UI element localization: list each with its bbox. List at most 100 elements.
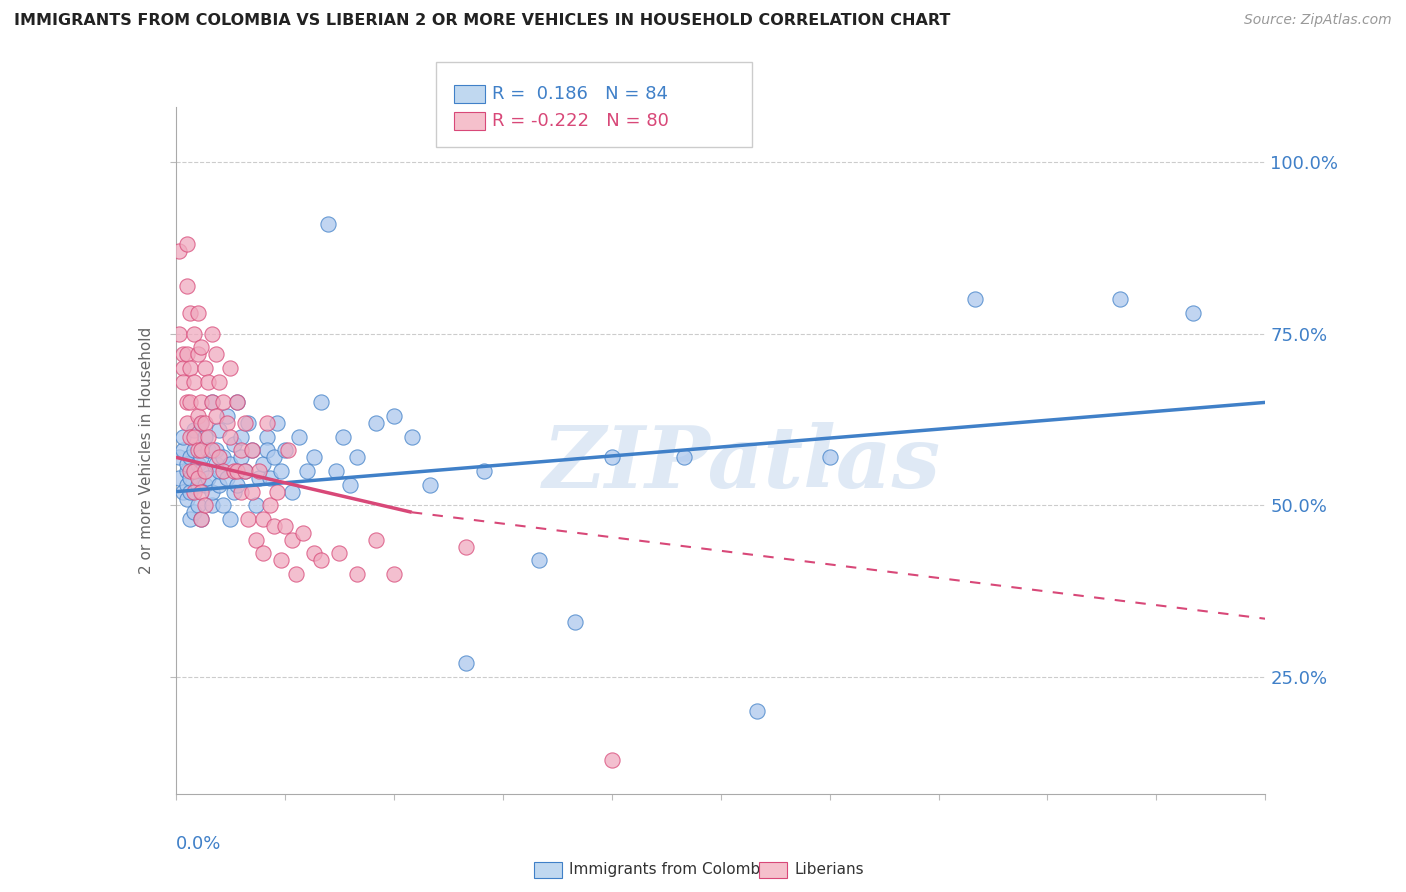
Point <box>318 217 340 231</box>
Point <box>204 457 226 471</box>
Point <box>201 484 224 499</box>
Point <box>169 471 191 485</box>
Point <box>419 478 441 492</box>
Point <box>176 278 198 293</box>
Point <box>194 430 217 444</box>
Point <box>238 512 260 526</box>
Point <box>274 443 297 458</box>
Point <box>176 491 198 506</box>
Point <box>197 430 219 444</box>
Point <box>745 705 768 719</box>
Point <box>382 409 405 424</box>
Point <box>233 464 256 478</box>
Point <box>288 430 311 444</box>
Point <box>231 484 253 499</box>
Point <box>197 471 219 485</box>
Point <box>186 478 209 492</box>
Point <box>226 395 249 409</box>
Point <box>190 464 212 478</box>
Point <box>266 416 288 430</box>
Point <box>222 436 245 450</box>
Point <box>219 430 242 444</box>
Point <box>600 753 623 767</box>
Point <box>172 484 194 499</box>
Point <box>183 430 205 444</box>
Point <box>818 450 841 465</box>
Point <box>277 443 299 458</box>
Point <box>176 347 198 361</box>
Point <box>208 478 231 492</box>
Point <box>197 375 219 389</box>
Point <box>233 416 256 430</box>
Point <box>270 464 292 478</box>
Point <box>456 657 478 671</box>
Y-axis label: 2 or more Vehicles in Household: 2 or more Vehicles in Household <box>139 326 155 574</box>
Point <box>204 347 226 361</box>
Point <box>1109 293 1132 307</box>
Point <box>226 478 249 492</box>
Point <box>219 512 242 526</box>
Point <box>179 464 201 478</box>
Point <box>245 499 267 513</box>
Point <box>240 443 263 458</box>
Text: ZIPatlas: ZIPatlas <box>543 423 942 506</box>
Point <box>190 416 212 430</box>
Point <box>179 484 201 499</box>
Point <box>179 361 201 376</box>
Point <box>204 443 226 458</box>
Point <box>208 423 231 437</box>
Point <box>172 361 194 376</box>
Point <box>281 484 304 499</box>
Point <box>252 512 274 526</box>
Point <box>256 416 278 430</box>
Point <box>1181 306 1204 320</box>
Point <box>226 395 249 409</box>
Point <box>186 409 209 424</box>
Point <box>197 443 219 458</box>
Point <box>266 484 288 499</box>
Point <box>172 347 194 361</box>
Point <box>169 450 191 465</box>
Point <box>208 464 231 478</box>
Point <box>201 326 224 341</box>
Point <box>364 416 387 430</box>
Point <box>183 464 205 478</box>
Point <box>176 478 198 492</box>
Point <box>183 464 205 478</box>
Point <box>204 409 226 424</box>
Point <box>247 471 270 485</box>
Point <box>233 464 256 478</box>
Point <box>212 395 235 409</box>
Point <box>309 553 332 567</box>
Point <box>215 409 238 424</box>
Point <box>247 464 270 478</box>
Point <box>270 553 292 567</box>
Point <box>256 443 278 458</box>
Point <box>364 533 387 547</box>
Point <box>219 457 242 471</box>
Point <box>215 416 238 430</box>
Point <box>212 499 235 513</box>
Point <box>194 499 217 513</box>
Point <box>963 293 986 307</box>
Point <box>190 395 212 409</box>
Point <box>190 443 212 458</box>
Point <box>186 306 209 320</box>
Point <box>302 546 325 561</box>
Point <box>212 464 235 478</box>
Point <box>179 430 201 444</box>
Text: IMMIGRANTS FROM COLOMBIA VS LIBERIAN 2 OR MORE VEHICLES IN HOUSEHOLD CORRELATION: IMMIGRANTS FROM COLOMBIA VS LIBERIAN 2 O… <box>14 13 950 29</box>
Point <box>176 237 198 252</box>
Point <box>252 546 274 561</box>
Point <box>259 471 281 485</box>
Point <box>245 533 267 547</box>
Point <box>302 450 325 465</box>
Point <box>194 416 217 430</box>
Point <box>238 416 260 430</box>
Point <box>183 375 205 389</box>
Point <box>172 375 194 389</box>
Point <box>231 450 253 465</box>
Point <box>179 512 201 526</box>
Point <box>219 361 242 376</box>
Point <box>274 519 297 533</box>
